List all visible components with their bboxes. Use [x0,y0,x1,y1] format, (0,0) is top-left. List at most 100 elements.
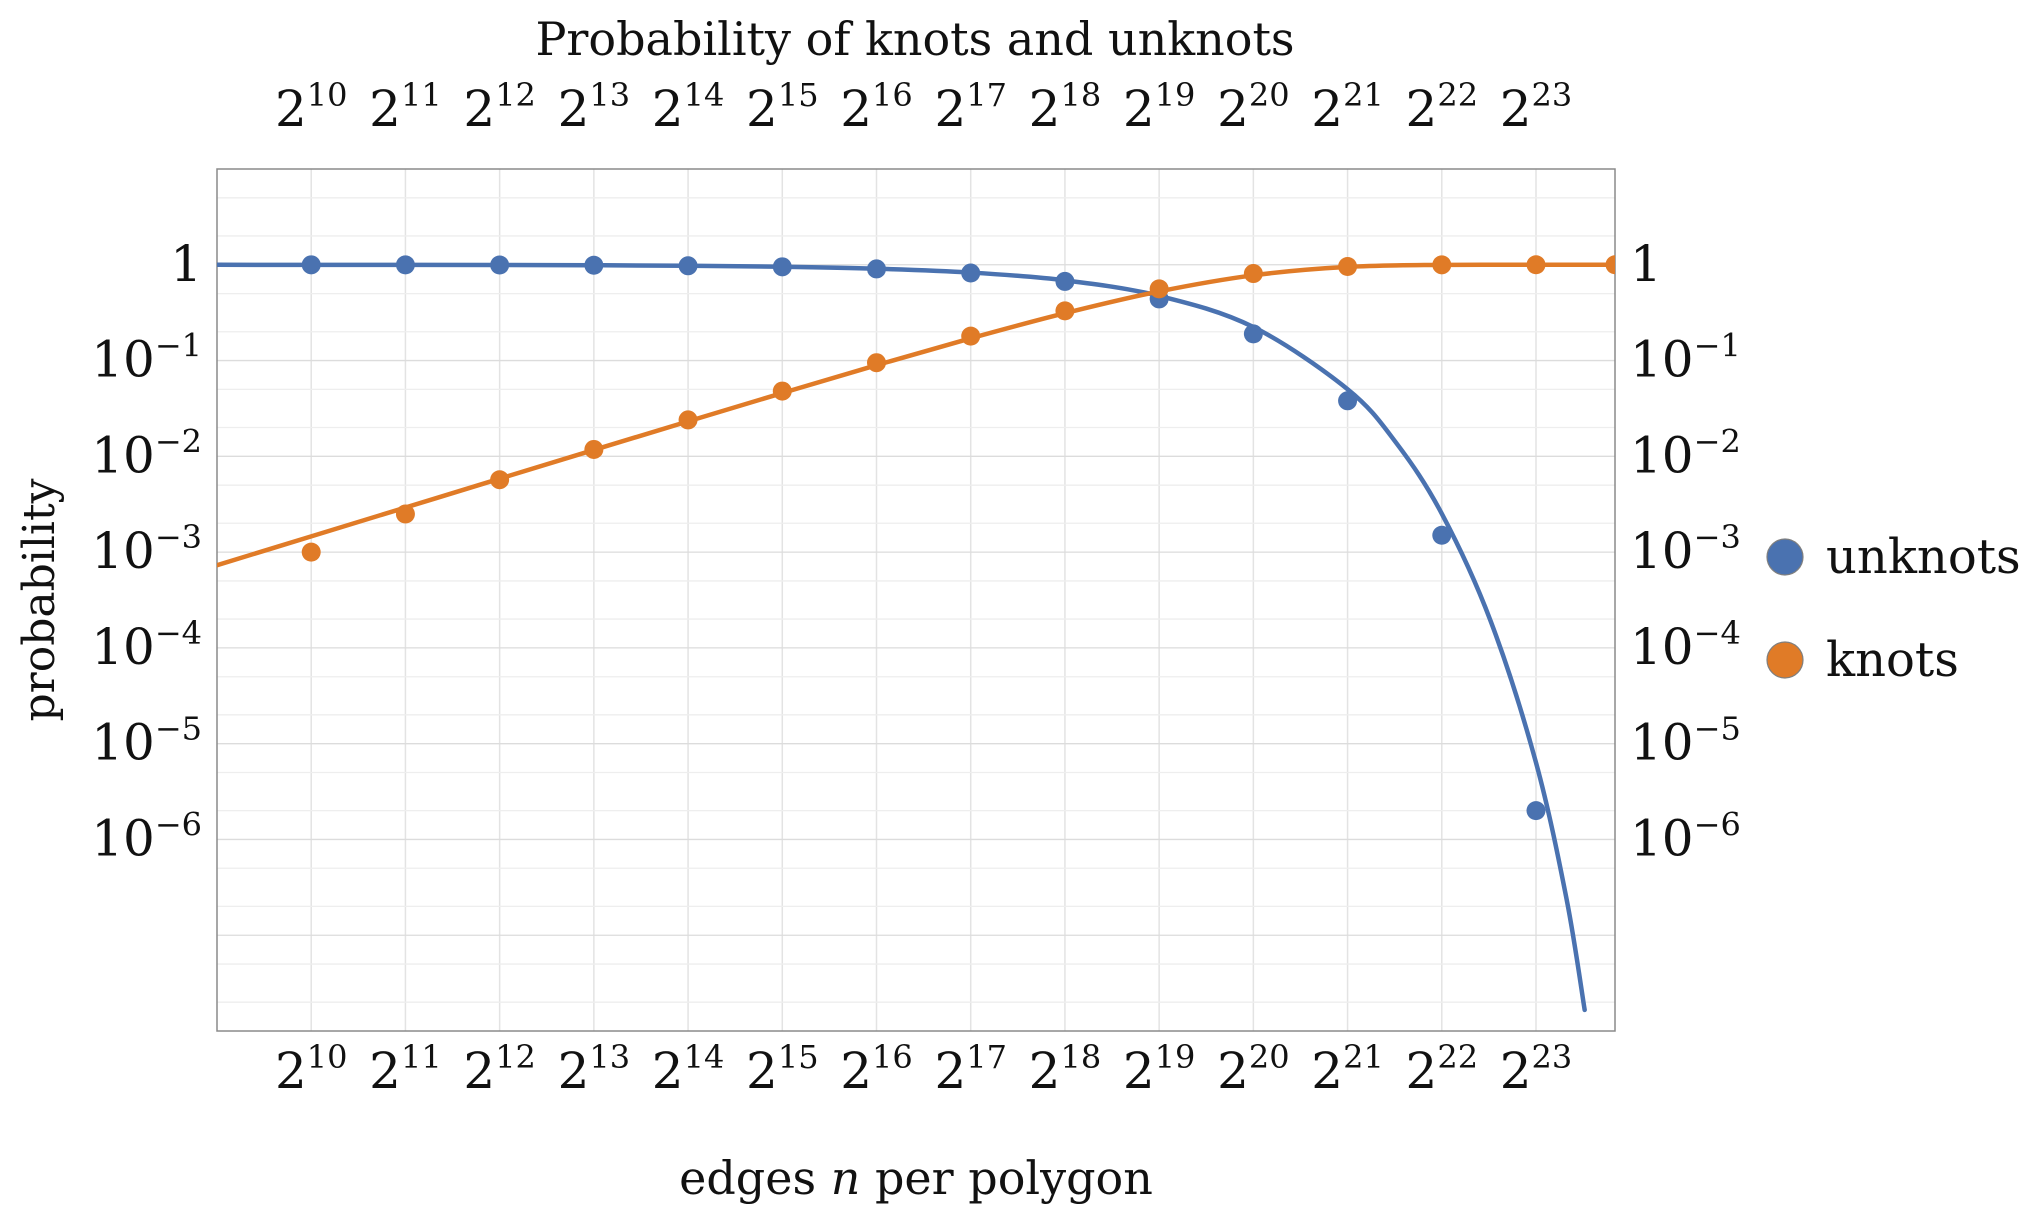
y-tick-label-left-base: 10 [91,809,155,867]
unknots-data-point [772,257,792,277]
y-tick-label-right-base: 10 [1630,809,1694,867]
x-tick-label-top-base: 2 [1123,80,1155,138]
y-tick-label-left: 10−1 [91,327,202,389]
x-tick-label-top-exponent: 18 [1060,76,1101,114]
x-tick-label-bottom-exponent: 23 [1532,1038,1573,1076]
x-axis-label: edges n per polygon [679,1151,1153,1205]
y-tick-label-right-base: 10 [1630,331,1694,389]
x-tick-label-top-exponent: 20 [1249,76,1290,114]
y-tick-label-left: 1 [170,235,202,293]
x-tick-label-bottom-base: 2 [1029,1042,1061,1100]
x-tick-label-top-exponent: 23 [1532,76,1573,114]
x-tick-label-top-exponent: 21 [1343,76,1384,114]
x-tick-label-top-exponent: 11 [401,76,442,114]
unknots-data-point [490,255,510,275]
knots-data-point [1432,255,1452,275]
x-tick-label-top-exponent: 17 [966,76,1007,114]
y-tick-labels-left: 110−110−210−310−410−510−6 [91,235,202,868]
x-tick-label-top: 215 [746,76,819,138]
x-tick-label-top: 210 [275,76,348,138]
x-tick-label-bottom: 211 [369,1038,442,1100]
x-axis-label-variable: n [831,1151,861,1205]
y-tick-label-left-base: 10 [91,426,155,484]
y-axis-label: probability [14,478,65,721]
x-tick-label-bottom: 213 [558,1038,631,1100]
unknots-data-point [1432,525,1452,545]
legend-label-unknots: unknots [1826,529,2020,585]
x-tick-label-top: 220 [1217,76,1290,138]
grid [217,169,1615,1031]
y-tick-label-left-base: 10 [91,714,155,772]
x-tick-label-bottom-base: 2 [1311,1042,1343,1100]
unknots-data-point [678,256,698,276]
y-tick-label-left-base: 10 [91,522,155,580]
y-tick-label-right-exponent: −4 [1694,614,1741,652]
x-tick-label-top: 217 [934,76,1007,138]
x-tick-label-top-base: 2 [652,80,684,138]
x-axis-label-part-1: edges [679,1151,831,1205]
knots-data-point [1149,279,1169,299]
y-tick-label-left-exponent: −1 [155,327,202,365]
x-axis-label-part-2: per polygon [860,1151,1153,1205]
knots-data-point [490,470,510,490]
x-tick-label-bottom: 217 [934,1038,1007,1100]
y-tick-label-left-exponent: −2 [155,422,202,460]
x-tick-label-bottom: 214 [652,1038,725,1100]
x-tick-label-bottom-base: 2 [463,1042,495,1100]
y-tick-label-right: 10−3 [1630,518,1741,580]
x-tick-label-top-base: 2 [369,80,401,138]
y-tick-label-left: 10−4 [91,614,202,676]
y-tick-label-right-base: 1 [1630,235,1662,293]
y-tick-label-right-base: 10 [1630,618,1694,676]
x-tick-label-bottom-exponent: 17 [966,1038,1007,1076]
unknots-data-point [301,255,321,275]
y-tick-labels-right: 110−110−210−310−410−510−6 [1630,235,1741,868]
unknots-data-point [961,263,981,283]
unknots-data-point [395,255,415,275]
knots-data-point [678,410,698,430]
x-tick-labels-top: 210 211 212 213 214 215 216 217 218 219 220 221 222 2… [275,76,1572,138]
x-tick-label-bottom-base: 2 [1500,1042,1532,1100]
unknots-data-point [1338,391,1358,411]
x-tick-label-bottom-base: 2 [275,1042,307,1100]
x-tick-label-bottom-base: 2 [840,1042,872,1100]
knots-data-point [584,439,604,459]
x-tick-label-bottom: 222 [1406,1038,1479,1100]
x-tick-label-bottom-exponent: 22 [1437,1038,1478,1076]
y-tick-label-right: 10−2 [1630,422,1741,484]
x-tick-label-bottom: 210 [275,1038,348,1100]
x-tick-label-bottom-base: 2 [746,1042,778,1100]
x-tick-label-bottom-exponent: 19 [1155,1038,1196,1076]
x-tick-label-top-exponent: 19 [1155,76,1196,114]
x-tick-label-top-base: 2 [558,80,590,138]
plot-area [217,255,1615,1013]
x-tick-label-top-base: 2 [1500,80,1532,138]
x-tick-label-bottom: 215 [746,1038,819,1100]
knots-data-point [1605,255,1615,275]
y-tick-label-left-base: 10 [91,618,155,676]
y-tick-label-right-base: 10 [1630,522,1694,580]
x-tick-label-top-base: 2 [1406,80,1438,138]
x-tick-label-top-exponent: 12 [495,76,536,114]
x-tick-label-bottom: 218 [1029,1038,1102,1100]
x-tick-label-top-exponent: 15 [778,76,819,114]
legend-marker-knots [1766,641,1804,679]
y-tick-label-left-exponent: −5 [155,710,202,748]
knots-data-point [1526,255,1546,275]
unknots-data-point [1526,801,1546,821]
x-tick-label-top: 214 [652,76,725,138]
x-tick-label-bottom-exponent: 21 [1343,1038,1384,1076]
x-tick-label-bottom-base: 2 [1123,1042,1155,1100]
y-tick-label-left-base: 10 [91,331,155,389]
x-tick-label-top: 218 [1029,76,1102,138]
x-tick-label-bottom-exponent: 13 [589,1038,630,1076]
x-tick-label-bottom-base: 2 [1406,1042,1438,1100]
x-tick-label-top: 222 [1406,76,1479,138]
x-tick-label-bottom: 212 [463,1038,536,1100]
x-tick-label-top-base: 2 [275,80,307,138]
x-tick-label-bottom-exponent: 10 [307,1038,348,1076]
knots-data-point [1243,264,1263,284]
x-tick-label-bottom-exponent: 12 [495,1038,536,1076]
x-tick-label-top-base: 2 [934,80,966,138]
